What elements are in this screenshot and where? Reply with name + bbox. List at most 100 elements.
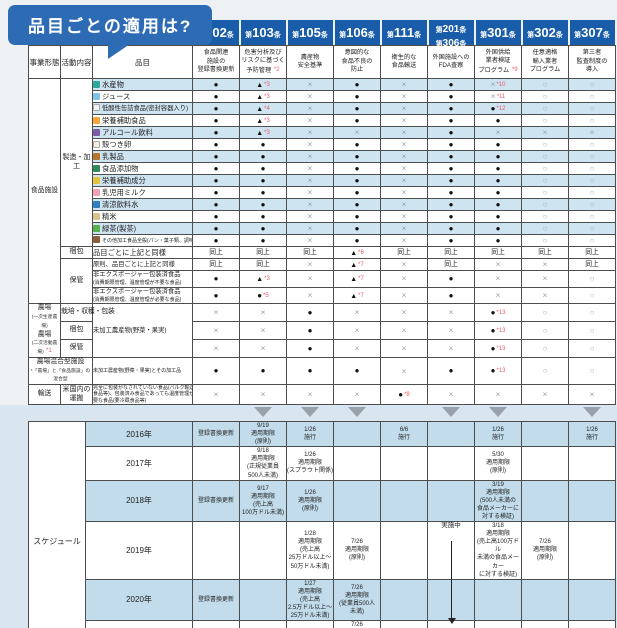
schedule-cell: 1/27 適用期限 (売上高 2.5万ドル以上〜 25万ドル未満) — [286, 578, 334, 622]
status-symbol: × — [401, 187, 407, 197]
status-symbol: ● — [448, 223, 454, 233]
matrix-cell: × — [380, 234, 428, 247]
schedule-cell: 3/19 適用期限 (500人未満の 食品メーカーに 対する検証) — [474, 479, 522, 523]
matrix-cell: × — [286, 210, 334, 223]
status-symbol: ○ — [589, 273, 595, 283]
matrix-row: 栄養補助成分 ● ● × ● × ● ● ○ ○ — [29, 174, 616, 187]
status-symbol: ▲ — [256, 93, 264, 101]
matrix-cell: × — [380, 270, 428, 288]
law-header: 第106条 — [334, 20, 381, 46]
matrix-cell: × — [380, 162, 428, 175]
status-symbol: ● — [398, 389, 404, 399]
item-cell: 未加工農産物(野菜・果実)とその加工品 — [92, 356, 193, 386]
status-symbol: ● — [495, 235, 501, 245]
business-type-label: 食品施設 — [28, 77, 61, 305]
status-symbol: × — [307, 127, 313, 137]
matrix-cell: ● — [239, 198, 287, 211]
status-symbol: ● — [495, 163, 501, 173]
schedule-year: 2021年 — [85, 620, 193, 628]
item-label: 緑茶(製茶) — [102, 223, 137, 233]
matrix-row: 梱包 × × ● × × × ●*13 ○ ○ — [29, 321, 616, 341]
matrix-cell: × — [427, 339, 475, 358]
status-symbol: × — [490, 79, 496, 89]
status-symbol: × — [307, 175, 313, 185]
matrix-cell: × — [380, 339, 428, 358]
status-symbol: ○ — [542, 187, 548, 197]
schedule-cell: 1/28 適用期限 (売上高 25万ドル以上〜 50万ドル未満) — [286, 521, 334, 580]
status-symbol: ● — [260, 151, 266, 161]
status-symbol: ● — [448, 91, 454, 101]
matrix-row: 食品添加物 ● ● × ● × ● ● ○ ○ — [29, 162, 616, 175]
schedule-cell — [427, 420, 475, 448]
matrix-cell: ● — [333, 234, 381, 247]
down-triangle-icon — [347, 406, 366, 417]
status-symbol: × — [307, 211, 313, 221]
matrix-cell: ● — [333, 150, 381, 163]
matrix-cell: ▲*7 — [333, 258, 381, 271]
status-symbol: ● — [213, 163, 219, 173]
matrix-cell: ○ — [568, 198, 616, 211]
matrix-cell: × — [239, 321, 287, 341]
matrix-cell: ○ — [568, 270, 616, 288]
matrix-cell: ○ — [521, 78, 569, 91]
matrix-cell: ○ — [521, 102, 569, 115]
status-symbol: ● — [354, 199, 360, 209]
matrix-cell: ● — [474, 210, 522, 223]
status-symbol: × — [401, 259, 407, 269]
matrix-cell: ○ — [521, 234, 569, 247]
law-header-box: 第111条 — [381, 20, 427, 45]
matrix-cell: × — [286, 78, 334, 91]
schedule-cell — [568, 620, 616, 628]
status-symbol: × — [401, 139, 407, 149]
ongoing-arrow-icon — [447, 541, 456, 625]
matrix-cell: ○ — [521, 339, 569, 358]
matrix-cell: ● — [474, 162, 522, 175]
law-header-box: 第307条 — [569, 20, 615, 45]
matrix-cell: ● — [333, 356, 381, 386]
matrix-cell: × — [333, 384, 381, 405]
schedule-cell — [427, 446, 475, 481]
status-symbol: ○ — [589, 115, 595, 125]
status-symbol: × — [495, 389, 501, 400]
matrix-cell: ○ — [521, 90, 569, 103]
matrix-cell: ○ — [568, 222, 616, 235]
schedule-cell — [380, 521, 428, 580]
matrix-row: 非エクスポージャー包装済食品 (消費期限管理、温度管理が必要な食品) ● ●*5 × ▲*… — [29, 286, 616, 305]
matrix-cell: × — [192, 303, 240, 323]
status-symbol: ● — [490, 103, 496, 113]
schedule-cell: 実施中 — [427, 521, 475, 625]
schedule-row: 2019年 1/28 適用期限 (売上高 25万ドル以上〜 50万ドル未満) 7/26 適用期… — [29, 521, 616, 625]
schedule-cell — [521, 420, 569, 448]
schedule-section-label: スケジュール — [28, 420, 86, 628]
footnote-marker: *10 — [496, 82, 506, 88]
status-symbol: ● — [213, 103, 219, 113]
status-symbol: ● — [213, 79, 219, 89]
status-symbol: ▲ — [256, 105, 264, 113]
status-symbol: × — [495, 127, 501, 137]
matrix-cell: ● — [427, 198, 475, 211]
footnote-marker: *13 — [496, 345, 506, 352]
item-cell: 非エクスポージャー包装済食品 (消費期限管理、温度管理が必要な食品) — [92, 286, 193, 305]
status-symbol: ● — [213, 115, 219, 125]
footnote-marker: *13 — [496, 309, 506, 316]
law-header: 第307条 — [569, 20, 616, 46]
status-text: 同上 — [397, 249, 411, 257]
activity-label: 保管 — [60, 257, 93, 305]
status-symbol: ● — [213, 175, 219, 185]
item-label: 食品添加物 — [102, 163, 139, 173]
matrix-cell: ●*8 — [380, 384, 428, 405]
status-symbol: ● — [213, 139, 219, 149]
status-symbol: ● — [213, 290, 219, 300]
status-symbol: ● — [490, 343, 496, 353]
schedule-cell — [239, 521, 287, 580]
matrix-cell: ● — [427, 90, 475, 103]
schedule-cell: 7/26 適用期限 (原則) — [521, 521, 569, 580]
status-symbol: × — [401, 325, 407, 336]
status-symbol: ● — [213, 273, 219, 283]
status-symbol: × — [401, 211, 407, 221]
status-symbol: × — [260, 389, 266, 400]
item-cell: 未加工農産物(野菜・果実) — [92, 303, 193, 358]
matrix-cell: × — [521, 270, 569, 288]
footnote-marker: *3 — [264, 129, 270, 136]
matrix-cell: × — [286, 114, 334, 127]
